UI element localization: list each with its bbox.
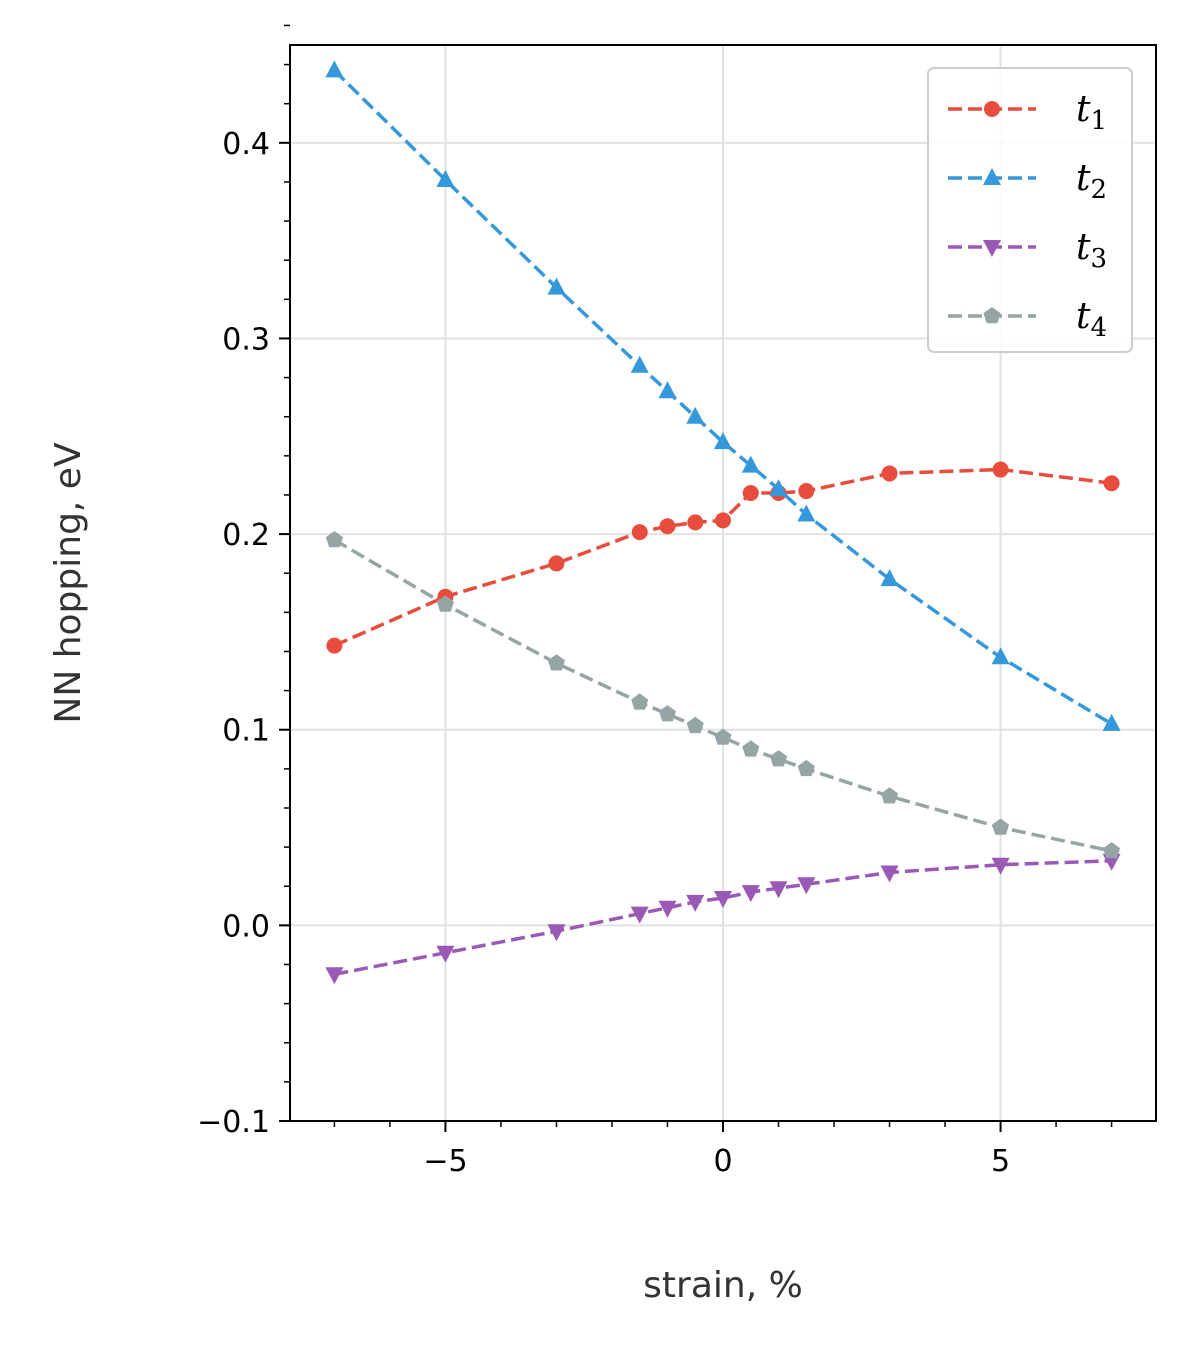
legend-item-t2: t2 [948,158,1107,205]
series-t2 [325,60,1121,731]
legend-label-main: t [1076,296,1091,337]
x-axis-title: strain, % [643,1265,803,1306]
data-point-t4 [686,716,704,734]
data-point-t2 [658,381,677,399]
data-point-t3 [630,906,649,924]
data-point-t4 [770,750,788,767]
data-point-t4 [1103,842,1121,859]
y-tick-label: 0.4 [222,127,270,162]
data-point-t2 [991,647,1010,665]
legend-item-t3: t3 [948,227,1107,274]
data-point-t1 [881,465,898,482]
legend-marker-t1 [984,101,1000,117]
data-point-t2 [686,406,705,424]
data-point-t2 [547,277,566,295]
data-point-t3 [547,924,566,942]
legend-label-main: t [1076,89,1091,130]
axis-ticks: −5 0 5 −0.1 0.0 0.1 0.2 0.3 0.4 [197,24,1113,1179]
legend-label-subscript: 2 [1090,175,1107,205]
series-t4 [325,531,1121,859]
data-point-t3 [686,894,705,912]
data-point-t3 [741,885,760,903]
data-point-t3 [436,945,455,963]
data-point-t2 [630,355,649,373]
legend-marker-t4 [983,307,1001,324]
x-tick-label: 0 [713,1144,732,1179]
data-point-t1 [548,555,565,572]
data-point-t3 [991,857,1010,875]
legend-label-main: t [1076,227,1091,268]
data-point-t2 [714,432,732,450]
data-point-t1 [659,518,676,535]
legend-label-subscript: 4 [1090,313,1107,343]
data-point-t2 [325,60,344,78]
data-point-t2 [436,170,455,187]
data-point-t2 [797,504,816,522]
legend-marker-t3 [983,240,1001,257]
legend-item-t1: t1 [948,89,1107,136]
data-point-t1 [742,485,759,502]
data-point-t2 [880,569,899,587]
legend-item-t4: t4 [948,296,1107,343]
x-tick-label: −5 [423,1144,467,1179]
legend-label-subscript: 3 [1090,244,1107,274]
data-point-t2 [1102,713,1121,731]
data-point-t1 [715,512,731,529]
data-point-t1 [631,524,648,541]
data-point-t3 [658,900,677,918]
y-tick-label: 0.2 [222,518,270,553]
data-point-t4 [436,595,454,612]
y-tick-label: 0.3 [222,322,270,357]
y-tick-label: 0.1 [222,714,270,749]
data-point-t2 [741,455,760,473]
data-point-t2 [769,479,788,497]
data-point-t3 [769,881,788,899]
data-point-t4 [714,728,732,745]
data-point-t1 [326,637,343,654]
data-point-t1 [992,461,1009,478]
data-point-t4 [631,693,649,710]
legend-label-main: t [1076,158,1091,199]
data-point-t3 [797,877,816,895]
series-t3 [325,853,1121,985]
legend-label-t3: t3 [1076,227,1107,274]
data-point-t3 [714,891,732,908]
data-point-t4 [742,740,760,757]
y-tick-label: −0.1 [197,1105,270,1140]
data-point-t3 [325,967,344,985]
data-point-t4 [547,654,565,671]
data-point-t4 [881,787,899,804]
data-point-t1 [687,514,704,531]
data-point-t3 [880,865,899,883]
y-tick-label: 0.0 [222,909,270,944]
data-point-t4 [992,818,1010,835]
legend-label-subscript: 1 [1090,106,1107,136]
legend-label-t2: t2 [1076,158,1107,205]
series-layer [325,60,1121,985]
x-tick-label: 5 [991,1144,1010,1179]
data-point-t4 [658,705,676,722]
legend-box [927,67,1133,353]
data-point-t4 [325,531,343,548]
legend-marker-t2 [983,168,1001,185]
data-point-t4 [797,759,815,777]
data-point-t1 [798,483,815,500]
y-axis-title: NN hopping, eV [48,442,89,724]
data-point-t1 [1103,475,1120,492]
legend-label-t4: t4 [1076,296,1107,343]
legend-label-t1: t1 [1076,89,1107,136]
